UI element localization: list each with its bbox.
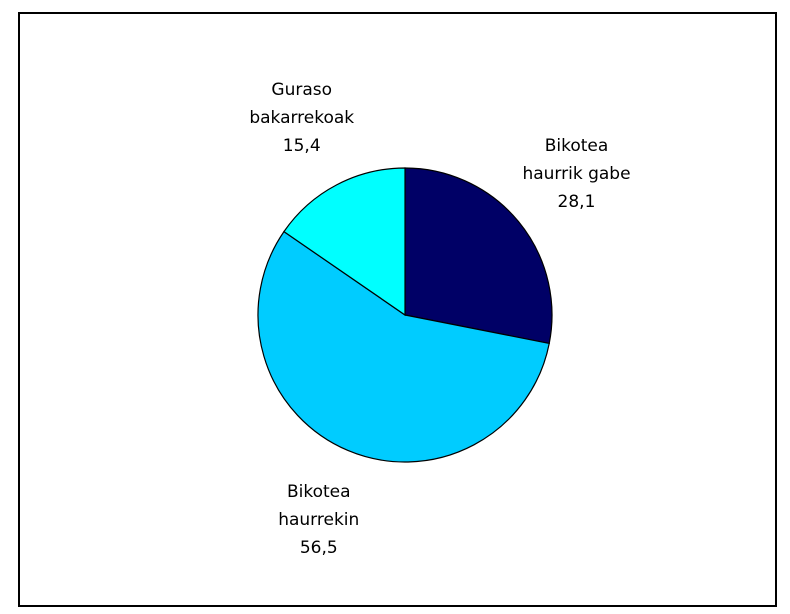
category-label: Guraso bakarrekoak	[249, 80, 355, 129]
chart-frame	[18, 12, 777, 607]
slice-label: Bikotea haurrekin 56,5	[278, 478, 359, 562]
category-label: Bikotea haurrekin	[278, 481, 360, 530]
slice-label: Bikotea haurrik gabe 28,1	[522, 132, 630, 216]
pie-slice	[257, 230, 550, 463]
pie-slice	[404, 167, 553, 345]
pie-slice	[283, 167, 406, 317]
slice-label: Guraso bakarrekoak 15,4	[249, 76, 354, 160]
value-label: 15,4	[282, 136, 321, 157]
value-label: 56,5	[299, 537, 338, 558]
category-label: Bikotea haurrik gabe	[522, 136, 631, 185]
value-label: 28,1	[557, 192, 596, 213]
